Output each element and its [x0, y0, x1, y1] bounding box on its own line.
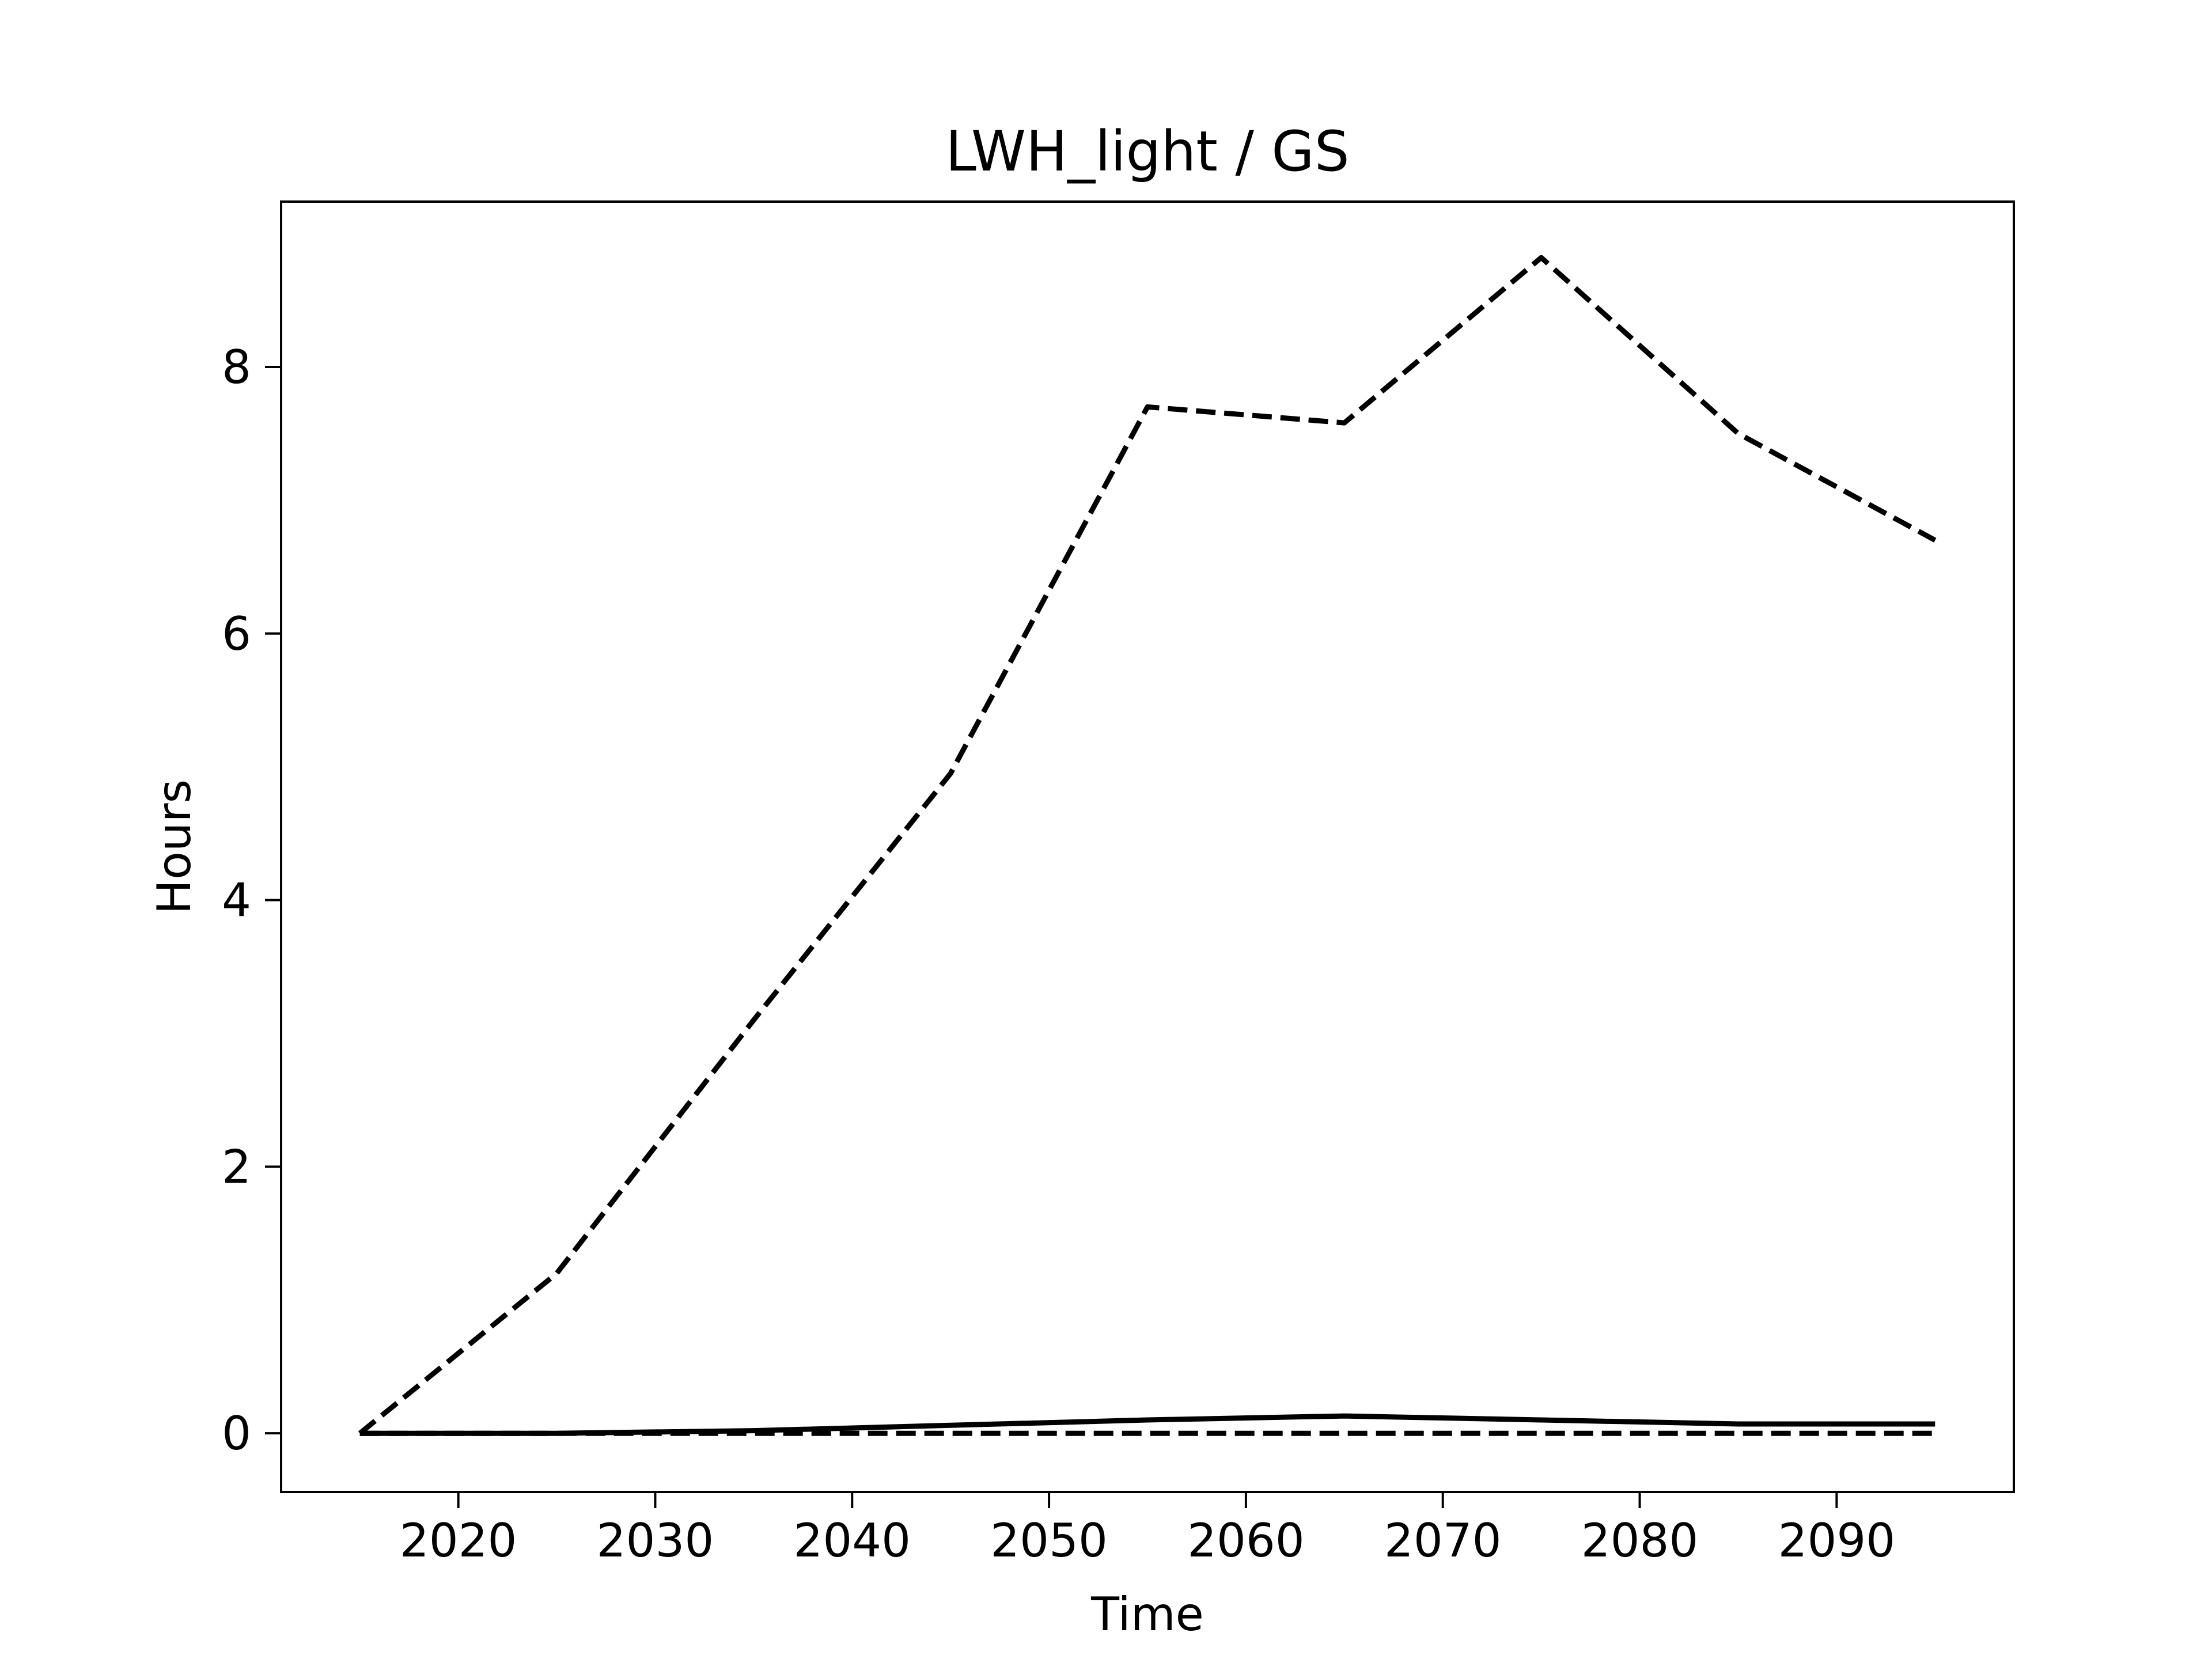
- y-axis-label: Hours: [147, 779, 201, 914]
- x-tick-label: 2050: [990, 1514, 1108, 1567]
- x-tick-label: 2090: [1778, 1514, 1896, 1567]
- y-tick-label: 2: [222, 1140, 251, 1194]
- y-tick-label: 4: [222, 874, 251, 927]
- x-tick-label: 2040: [793, 1514, 911, 1567]
- x-tick-label: 2030: [597, 1514, 714, 1567]
- series-line-1: [358, 255, 1937, 1435]
- x-tick-label: 2020: [400, 1514, 517, 1567]
- y-tick-label: 0: [222, 1407, 251, 1460]
- x-tick-label: 2070: [1384, 1514, 1502, 1567]
- y-tick-label: 6: [222, 607, 251, 661]
- x-tick-label: 2060: [1187, 1514, 1305, 1567]
- chart-title: LWH_light / GS: [945, 119, 1349, 184]
- series-layer: [358, 255, 1937, 1436]
- x-tick-label: 2080: [1581, 1514, 1699, 1567]
- x-axis-label: Time: [1090, 1588, 1204, 1641]
- x-axis-ticks: 2020 2030 2040 2050 2060 2070 2080 2090: [400, 1492, 1895, 1567]
- y-axis-ticks: 0 2 4 6 8: [222, 340, 281, 1460]
- y-tick-label: 8: [222, 340, 251, 394]
- plot-frame: [280, 200, 2015, 1493]
